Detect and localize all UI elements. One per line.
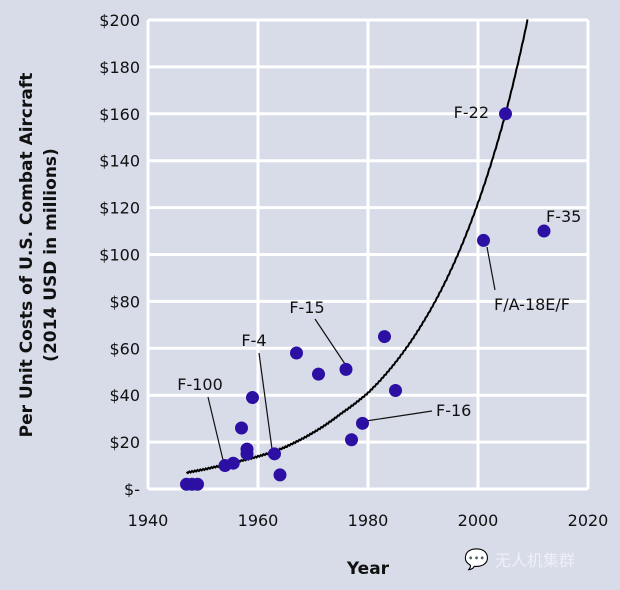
x-axis-label: Year — [346, 559, 390, 579]
y-tick-label: $- — [124, 480, 140, 499]
y-tick-label: $120 — [99, 199, 140, 218]
data-point — [345, 433, 358, 447]
x-tick-label: 1940 — [128, 511, 169, 530]
data-point — [290, 346, 303, 360]
data-point — [226, 456, 240, 470]
y-tick-label: $180 — [99, 58, 140, 77]
data-point — [339, 362, 353, 376]
x-tick-label: 1960 — [238, 511, 279, 530]
watermark-text: 无人机集群 — [494, 551, 575, 570]
data-point — [477, 233, 490, 247]
y-axis-label: Per Unit Costs of U.S. Combat Aircraft — [17, 73, 37, 438]
leader-line — [486, 246, 496, 291]
y-tick-label: $160 — [99, 105, 140, 124]
data-point — [356, 416, 369, 430]
y-tick-label: $20 — [109, 433, 140, 452]
y-tick-label: $200 — [99, 11, 140, 30]
trend-line — [185, 19, 529, 475]
data-point — [240, 447, 254, 461]
leader-line — [314, 318, 346, 365]
grid — [146, 18, 590, 491]
x-tick-label: 2020 — [568, 511, 609, 530]
data-point — [378, 330, 391, 344]
y-tick-label: $60 — [109, 339, 140, 358]
data-point — [268, 447, 281, 461]
data-point — [191, 477, 204, 491]
y-tick-label: $140 — [99, 152, 140, 171]
x-tick-label: 1980 — [348, 511, 389, 530]
x-ticks: 1940 1960 1980 2000 2020 — [128, 511, 609, 530]
annotation-label: F-16 — [436, 401, 471, 420]
annotation-label: F-100 — [177, 375, 223, 394]
y-tick-label: $80 — [109, 292, 140, 311]
data-point — [389, 384, 402, 398]
y-tick-label: $100 — [99, 246, 140, 265]
watermark: 💬 无人机集群 — [464, 547, 575, 571]
annotation-label: F-35 — [546, 207, 581, 226]
annotation-label: F/A-18E/F — [494, 295, 570, 314]
data-point — [246, 391, 259, 405]
y-ticks: $- $20 $40 $60 $80 $100 $120 $140 $160 $180 $200 — [99, 11, 140, 499]
annotations: F-100 F-4 F-15 F-16 F/A-18E/F F-22 F-35 — [177, 103, 581, 420]
data-point — [499, 107, 512, 121]
x-tick-label: 2000 — [458, 511, 499, 530]
data-point — [235, 421, 248, 435]
y-tick-label: $40 — [109, 386, 140, 405]
y-axis-sublabel: (2014 USD in millions) — [41, 148, 61, 362]
data-point — [273, 468, 287, 482]
annotation-label: F-15 — [289, 298, 324, 317]
data-point — [312, 367, 325, 381]
annotation-leaders — [207, 246, 496, 461]
leader-line — [207, 396, 224, 461]
leader-line — [365, 410, 433, 422]
data-points — [180, 107, 551, 491]
wechat-icon: 💬 — [464, 547, 489, 571]
annotation-label: F-22 — [454, 103, 489, 122]
leader-line — [258, 352, 273, 450]
annotation-label: F-4 — [241, 331, 266, 350]
data-point — [537, 224, 551, 238]
